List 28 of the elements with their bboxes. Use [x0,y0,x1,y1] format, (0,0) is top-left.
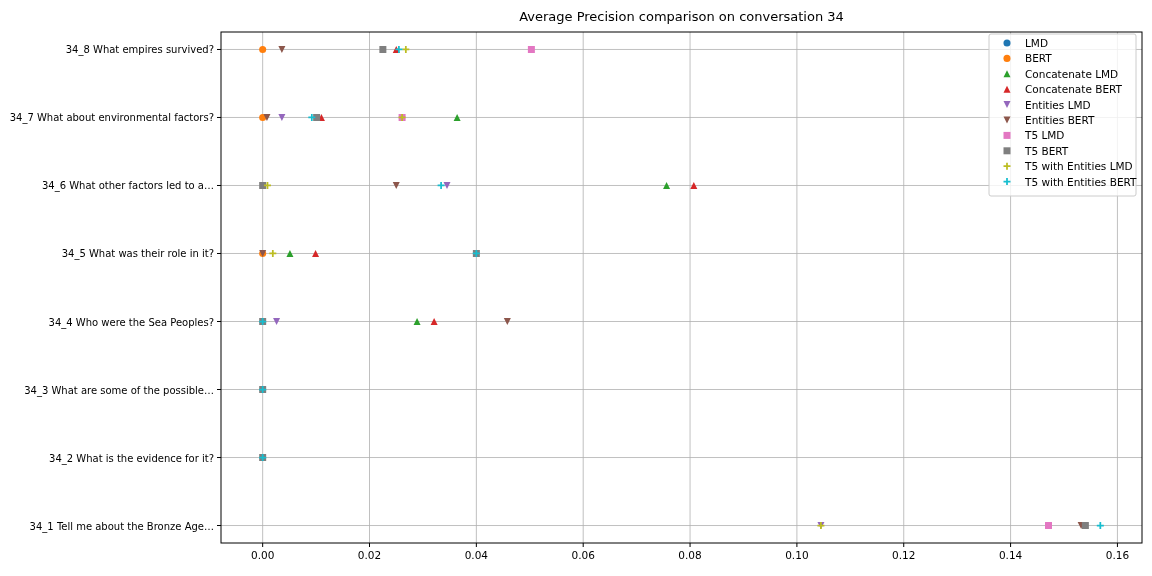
legend-label: T5 BERT [1024,144,1069,157]
y-tick-label: 34_8 What empires survived? [65,44,214,57]
y-tick-label: 34_5 What was their role in it? [61,248,214,261]
x-tick-label: 0.10 [785,549,809,561]
y-tick-label: 34_1 Tell me about the Bronze Age… [29,520,214,533]
x-tick-label: 0.06 [571,549,596,561]
legend-label: Concatenate LMD [1025,67,1119,80]
y-tick-label: 34_7 What about environmental factors? [9,112,214,125]
legend-label: Concatenate BERT [1025,83,1123,96]
legend-label: T5 with Entities BERT [1024,175,1138,188]
x-tick-label: 0.16 [1105,549,1130,561]
legend-label: Entities LMD [1025,98,1091,111]
legend-label: Entities BERT [1025,114,1095,126]
x-tick-label: 0.02 [357,549,382,561]
legend-label: BERT [1025,52,1053,65]
x-tick-label: 0.04 [464,549,489,561]
x-tick-label: 0.12 [892,549,916,561]
x-tick-label: 0.00 [250,549,275,561]
x-tick-label: 0.08 [678,549,702,561]
y-tick-label: 34_4 Who were the Sea Peoples? [48,316,214,329]
legend-label: T5 with Entities LMD [1024,160,1133,173]
chart-title: Average Precision comparison on conversation 34 [519,9,844,24]
legend-label: T5 LMD [1024,129,1065,142]
y-tick-label: 34_2 What is the evidence for it? [49,452,214,465]
y-tick-label: 34_6 What other factors led to a… [41,180,214,193]
legend-label: LMD [1025,37,1048,49]
y-tick-label: 34_3 What are some of the possible… [24,384,214,397]
x-tick-label: 0.14 [998,549,1023,561]
